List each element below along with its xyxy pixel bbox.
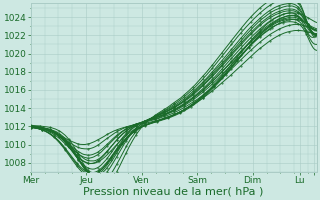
X-axis label: Pression niveau de la mer( hPa ): Pression niveau de la mer( hPa )	[84, 187, 264, 197]
